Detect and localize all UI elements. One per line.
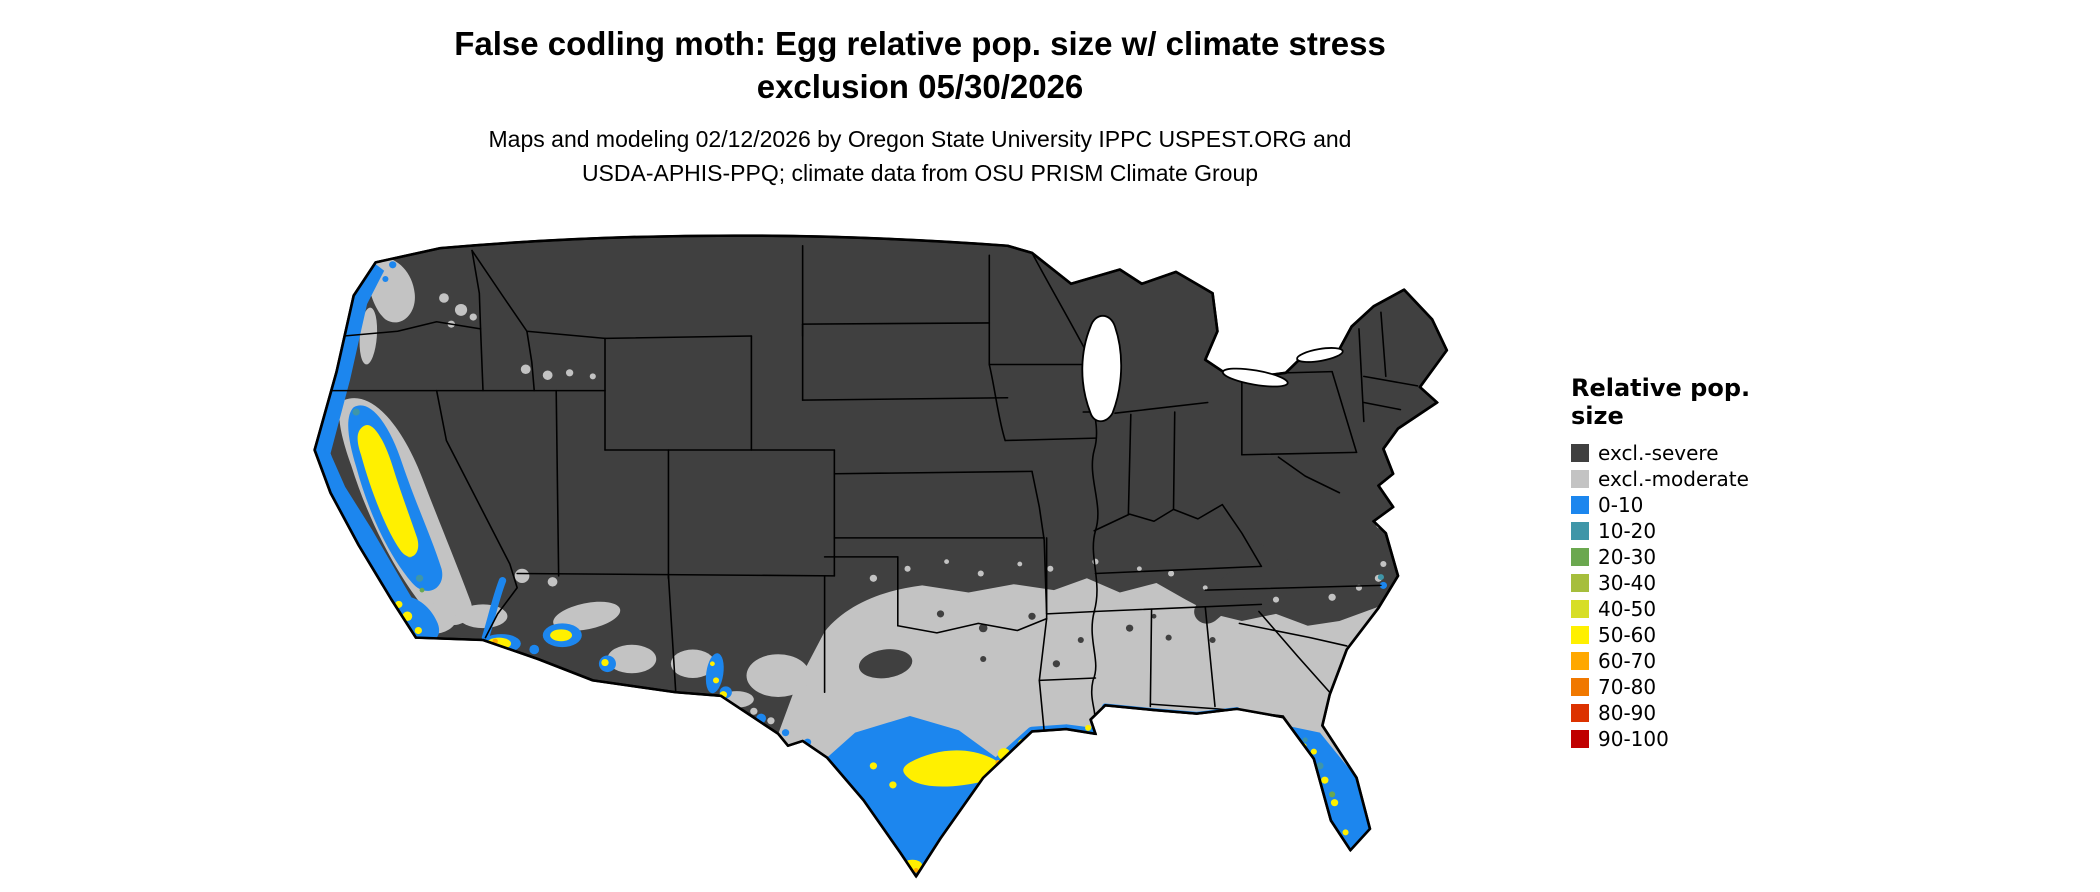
legend-item: 10-20: [1571, 518, 1811, 544]
legend: Relative pop. size excl.-severe excl.-mod…: [1571, 374, 1811, 752]
legend-swatch: [1571, 522, 1589, 540]
us-map: [313, 234, 1449, 879]
legend-item: 0-10: [1571, 492, 1811, 518]
legend-item-label: 70-80: [1598, 675, 1657, 699]
legend-item: 40-50: [1571, 596, 1811, 622]
layer-severe-texture: [858, 530, 1301, 679]
legend-item-label: 40-50: [1598, 597, 1657, 621]
title-line-2: exclusion 05/30/2026: [756, 68, 1084, 105]
legend-item-label: 0-10: [1598, 493, 1644, 517]
title-line-1: False codling moth: Egg relative pop. si…: [454, 25, 1386, 62]
legend-swatch: [1571, 600, 1589, 618]
legend-swatch: [1571, 548, 1589, 566]
legend-item: 60-70: [1571, 648, 1811, 674]
figure-title: False codling moth: Egg relative pop. si…: [0, 22, 1840, 108]
legend-item-label: 30-40: [1598, 571, 1657, 595]
legend-item-label: 10-20: [1598, 519, 1657, 543]
legend-swatch: [1571, 730, 1589, 748]
lake-erie: [1221, 367, 1289, 388]
legend-swatch: [1571, 678, 1589, 696]
state-borders: [321, 244, 1419, 733]
subtitle-line-1: Maps and modeling 02/12/2026 by Oregon S…: [488, 126, 1352, 152]
map-canvas: [300, 222, 1520, 887]
figure-subtitle: Maps and modeling 02/12/2026 by Oregon S…: [0, 122, 1840, 190]
legend-items: excl.-severe excl.-moderate 0-10 10-20 20-30…: [1571, 440, 1811, 752]
legend-item: 80-90: [1571, 700, 1811, 726]
legend-swatch: [1571, 496, 1589, 514]
lake-ontario: [1296, 347, 1344, 363]
legend-item: 50-60: [1571, 622, 1811, 648]
legend-item: 30-40: [1571, 570, 1811, 596]
legend-item-label: 50-60: [1598, 623, 1657, 647]
legend-item: 70-80: [1571, 674, 1811, 700]
legend-item-label: 20-30: [1598, 545, 1657, 569]
lake-michigan: [1081, 314, 1123, 423]
legend-swatch: [1571, 574, 1589, 592]
legend-item: 20-30: [1571, 544, 1811, 570]
legend-title: Relative pop. size: [1571, 374, 1751, 430]
legend-swatch: [1571, 704, 1589, 722]
legend-item-label: 80-90: [1598, 701, 1657, 725]
legend-item: 90-100: [1571, 726, 1811, 752]
legend-item: excl.-moderate: [1571, 466, 1811, 492]
legend-item: excl.-severe: [1571, 440, 1811, 466]
legend-swatch: [1571, 470, 1589, 488]
legend-swatch: [1571, 626, 1589, 644]
legend-item-label: 60-70: [1598, 649, 1657, 673]
legend-swatch: [1571, 652, 1589, 670]
legend-item-label: excl.-moderate: [1598, 467, 1749, 491]
great-lakes: [1081, 314, 1344, 423]
legend-swatch: [1571, 444, 1589, 462]
legend-item-label: 90-100: [1598, 727, 1669, 751]
legend-item-label: excl.-severe: [1598, 441, 1719, 465]
us-outline: [313, 234, 1449, 878]
subtitle-line-2: USDA-APHIS-PPQ; climate data from OSU PR…: [581, 160, 1259, 186]
